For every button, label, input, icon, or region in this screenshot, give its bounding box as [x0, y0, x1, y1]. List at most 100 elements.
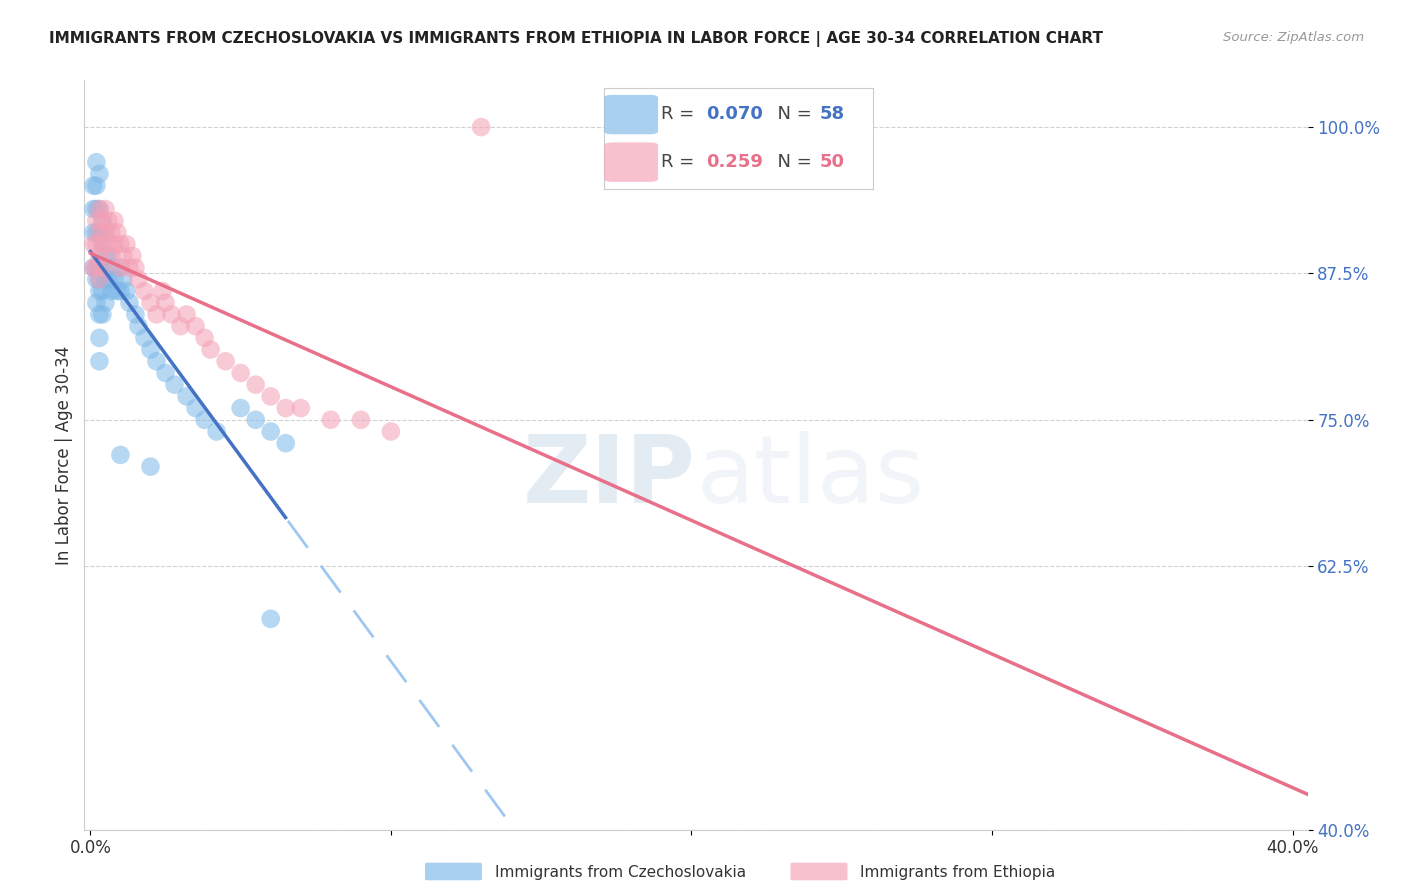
Point: [89, 226, 111, 240]
Point: [94, 202, 117, 216]
Point: [184, 319, 207, 334]
Point: [103, 213, 125, 227]
Point: [91, 213, 114, 227]
Point: [86, 260, 108, 275]
Point: [100, 284, 122, 298]
Point: [82, 260, 104, 275]
Point: [110, 237, 132, 252]
Point: [97, 249, 120, 263]
Point: [124, 307, 146, 321]
Text: IMMIGRANTS FROM CZECHOSLOVAKIA VS IMMIGRANTS FROM ETHIOPIA IN LABOR FORCE | AGE : IMMIGRANTS FROM CZECHOSLOVAKIA VS IMMIGR…: [49, 31, 1104, 47]
Point: [260, 389, 283, 403]
Point: [97, 272, 120, 286]
Point: [94, 249, 117, 263]
Point: [97, 213, 120, 227]
Point: [100, 249, 122, 263]
Point: [100, 260, 122, 275]
Point: [260, 612, 283, 626]
Point: [184, 401, 207, 415]
Point: [260, 425, 283, 439]
Y-axis label: In Labor Force | Age 30-34: In Labor Force | Age 30-34: [55, 345, 73, 565]
Point: [118, 260, 141, 275]
Point: [86, 260, 108, 275]
Point: [245, 377, 267, 392]
Point: [155, 295, 177, 310]
Point: [160, 307, 183, 321]
Point: [155, 366, 177, 380]
Point: [91, 260, 114, 275]
Point: [86, 155, 108, 169]
Point: [89, 167, 111, 181]
Point: [139, 295, 162, 310]
Point: [89, 284, 111, 298]
Point: [94, 226, 117, 240]
Point: [380, 425, 402, 439]
Point: [110, 260, 132, 275]
Point: [89, 272, 111, 286]
Point: [134, 331, 156, 345]
Point: [86, 272, 108, 286]
Point: [229, 401, 252, 415]
Point: [139, 459, 162, 474]
Point: [112, 249, 135, 263]
Point: [91, 213, 114, 227]
Point: [124, 260, 146, 275]
Point: [89, 331, 111, 345]
Point: [82, 260, 104, 275]
Point: [82, 226, 104, 240]
Point: [214, 354, 236, 368]
Point: [89, 354, 111, 368]
Point: [118, 295, 141, 310]
Point: [194, 331, 217, 345]
Point: [127, 272, 149, 286]
Point: [89, 226, 111, 240]
Point: [176, 307, 198, 321]
Point: [89, 249, 111, 263]
Point: [319, 413, 342, 427]
Point: [127, 319, 149, 334]
Text: ZIP: ZIP: [523, 432, 696, 524]
Text: atlas: atlas: [696, 432, 924, 524]
Point: [86, 202, 108, 216]
Point: [89, 202, 111, 216]
Point: [97, 237, 120, 252]
Point: [86, 237, 108, 252]
Point: [274, 401, 297, 415]
Point: [145, 307, 167, 321]
Point: [86, 178, 108, 193]
Point: [121, 249, 143, 263]
Point: [110, 284, 132, 298]
Point: [86, 295, 108, 310]
Point: [103, 272, 125, 286]
Point: [107, 284, 129, 298]
Text: Immigrants from Czechoslovakia: Immigrants from Czechoslovakia: [495, 865, 747, 880]
Point: [103, 237, 125, 252]
Point: [350, 413, 373, 427]
Point: [86, 213, 108, 227]
Point: [89, 202, 111, 216]
Point: [112, 272, 135, 286]
Point: [91, 260, 114, 275]
Point: [205, 425, 228, 439]
Point: [134, 284, 156, 298]
FancyBboxPatch shape: [425, 863, 482, 880]
Point: [115, 284, 138, 298]
Point: [194, 413, 217, 427]
Point: [245, 413, 267, 427]
Point: [89, 307, 111, 321]
Point: [229, 366, 252, 380]
Point: [274, 436, 297, 450]
Point: [89, 260, 111, 275]
Point: [176, 389, 198, 403]
Point: [100, 226, 122, 240]
Point: [82, 202, 104, 216]
Point: [91, 237, 114, 252]
Point: [152, 284, 174, 298]
Point: [290, 401, 312, 415]
Point: [107, 226, 129, 240]
Point: [139, 343, 162, 357]
Point: [115, 237, 138, 252]
Point: [94, 295, 117, 310]
Point: [86, 226, 108, 240]
Text: Source: ZipAtlas.com: Source: ZipAtlas.com: [1223, 31, 1364, 45]
